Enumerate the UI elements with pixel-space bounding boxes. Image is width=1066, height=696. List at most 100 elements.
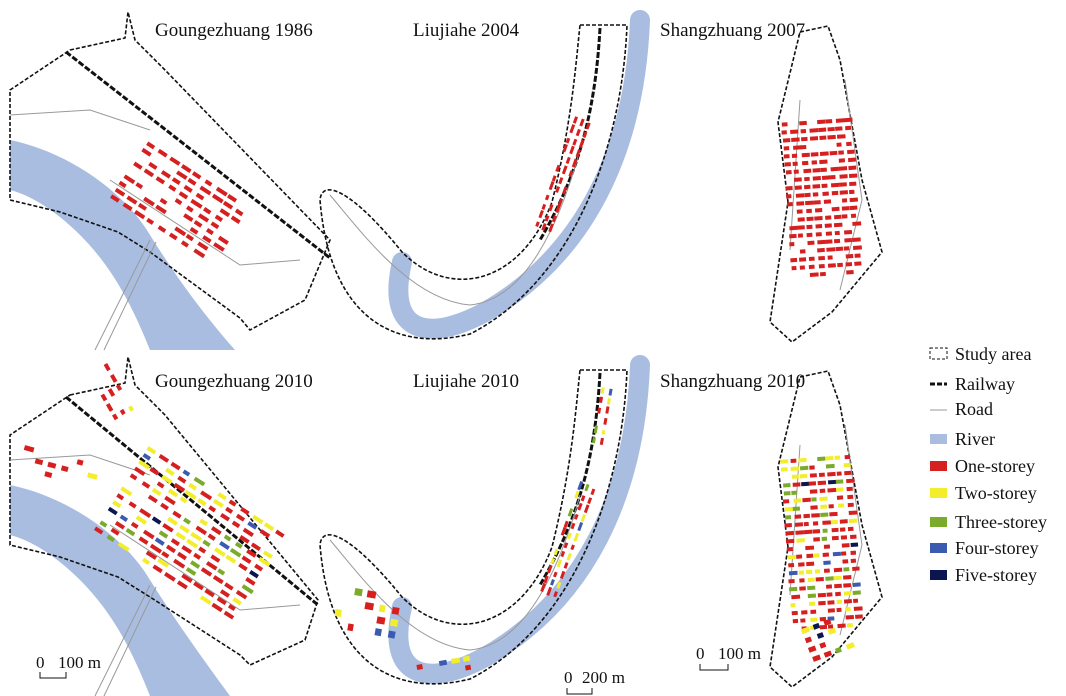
building xyxy=(796,554,802,558)
building xyxy=(784,146,790,150)
building xyxy=(846,142,852,146)
building xyxy=(135,182,143,189)
building xyxy=(190,199,202,209)
building xyxy=(819,473,825,477)
building xyxy=(139,508,151,518)
building xyxy=(147,446,157,454)
building xyxy=(590,488,595,495)
building xyxy=(824,544,830,548)
building xyxy=(819,642,826,649)
building xyxy=(827,488,836,493)
building xyxy=(202,540,210,547)
building xyxy=(822,537,828,541)
building xyxy=(104,363,111,371)
building xyxy=(783,138,791,143)
building xyxy=(581,495,586,501)
building xyxy=(156,176,166,184)
building xyxy=(789,234,797,239)
building xyxy=(235,209,244,217)
building xyxy=(842,559,848,563)
building xyxy=(798,233,803,237)
building xyxy=(175,532,186,541)
building xyxy=(813,200,821,204)
building xyxy=(184,185,193,193)
building xyxy=(605,406,609,413)
building xyxy=(186,234,194,241)
building xyxy=(143,530,155,540)
building xyxy=(374,628,382,636)
building xyxy=(808,578,815,582)
building xyxy=(790,459,796,463)
building xyxy=(841,551,846,555)
building xyxy=(101,394,108,402)
building xyxy=(825,239,833,243)
building xyxy=(813,168,821,173)
building xyxy=(792,154,797,158)
panel-liujiahe-2010 xyxy=(320,365,640,684)
building xyxy=(809,465,815,469)
legend-swatch xyxy=(930,543,947,553)
building xyxy=(809,602,815,606)
building xyxy=(146,218,154,225)
building xyxy=(231,215,241,223)
building xyxy=(852,566,860,571)
building xyxy=(807,241,814,245)
building xyxy=(850,551,856,555)
building xyxy=(804,530,813,535)
building xyxy=(786,170,792,174)
building xyxy=(846,270,854,275)
building xyxy=(846,615,854,620)
building xyxy=(806,217,813,221)
scale-zero: 0 xyxy=(696,644,705,663)
legend-label: Four-storey xyxy=(955,538,1039,558)
building xyxy=(364,602,374,610)
building xyxy=(217,492,226,500)
legend-swatch xyxy=(930,570,947,580)
building xyxy=(792,611,798,615)
scale-line xyxy=(40,672,66,678)
building xyxy=(160,198,168,205)
building xyxy=(801,137,808,141)
building xyxy=(354,588,363,596)
building-cluster xyxy=(19,445,101,489)
building xyxy=(142,481,151,489)
building xyxy=(139,536,149,544)
building xyxy=(190,560,200,569)
building xyxy=(781,130,787,134)
building xyxy=(188,483,197,491)
building xyxy=(162,523,173,532)
building xyxy=(824,569,830,573)
building xyxy=(846,487,852,491)
building-cluster xyxy=(780,455,865,632)
building xyxy=(794,498,802,503)
building xyxy=(796,201,804,206)
building xyxy=(562,144,568,152)
building xyxy=(849,518,858,523)
building xyxy=(808,646,817,653)
building xyxy=(172,511,181,519)
building xyxy=(576,149,581,157)
building xyxy=(603,418,607,425)
building xyxy=(834,215,841,219)
building xyxy=(216,187,228,197)
building xyxy=(820,151,829,156)
building xyxy=(819,160,827,165)
scale-bar: 0 200 m xyxy=(564,668,625,694)
building xyxy=(77,459,84,465)
building xyxy=(839,174,847,179)
building xyxy=(843,575,851,580)
panel-liujiahe-2004 xyxy=(320,20,640,339)
building xyxy=(836,487,843,491)
building xyxy=(224,611,235,620)
building xyxy=(798,217,805,221)
building xyxy=(817,248,825,253)
building xyxy=(834,568,843,573)
building xyxy=(187,178,196,186)
building xyxy=(830,151,838,156)
building xyxy=(120,515,128,522)
building xyxy=(826,247,835,252)
building xyxy=(134,467,146,476)
building xyxy=(844,463,851,467)
building xyxy=(800,265,805,269)
building xyxy=(826,464,835,469)
